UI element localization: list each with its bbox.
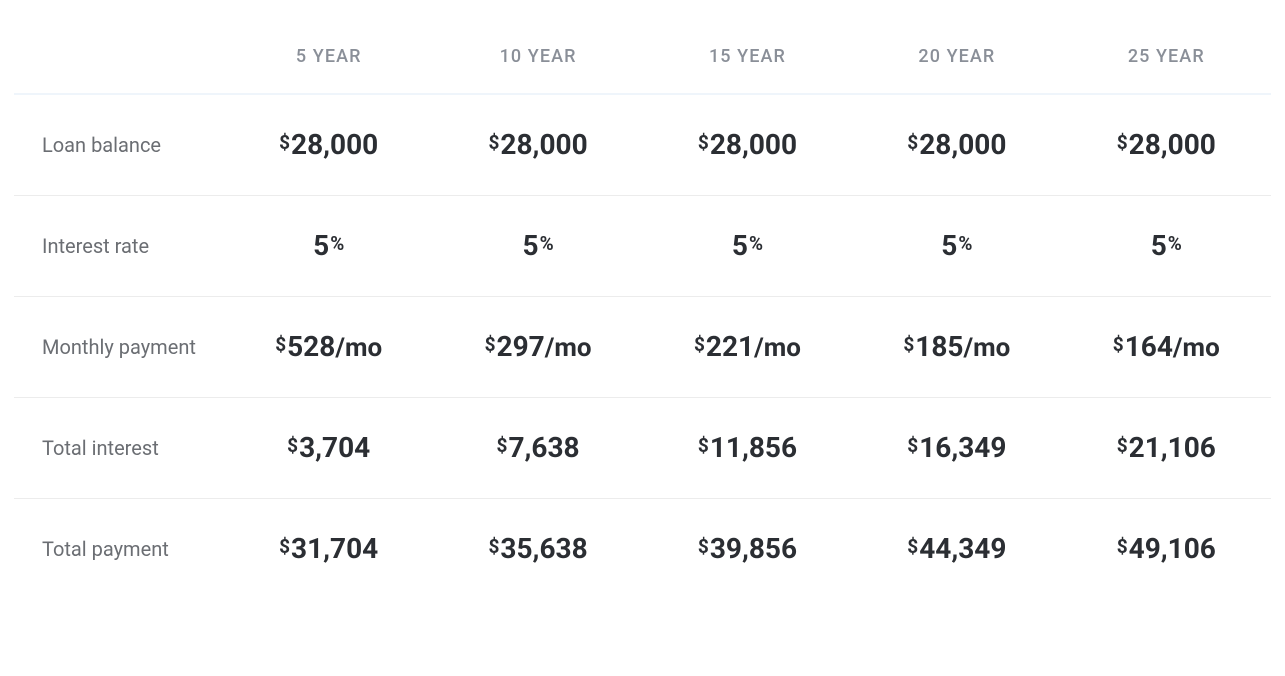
currency-symbol: $ (279, 537, 290, 556)
amount: 31,704 (291, 535, 378, 563)
row-label: Monthly payment (14, 297, 224, 398)
amount: 49,106 (1129, 535, 1216, 563)
per-month-suffix: /mo (754, 335, 801, 361)
table-head-blank (14, 20, 224, 94)
cell-value: $28,000 (643, 94, 852, 196)
cell-value: $16,349 (852, 398, 1061, 499)
percent-symbol: % (1168, 234, 1182, 253)
amount: 16,349 (919, 434, 1006, 462)
amount: 28,000 (500, 131, 587, 159)
per-month-suffix: /mo (335, 335, 382, 361)
currency-symbol: $ (489, 537, 500, 556)
currency-symbol: $ (485, 335, 496, 354)
amount: 28,000 (919, 131, 1006, 159)
cell-value: $164/mo (1062, 297, 1271, 398)
amount: 5 (941, 232, 957, 260)
currency-symbol: $ (489, 133, 500, 152)
row-label: Interest rate (14, 196, 224, 297)
currency-symbol: $ (1117, 133, 1128, 152)
cell-value: $221/mo (643, 297, 852, 398)
table-row-total-payment: Total payment $31,704 $35,638 $39,856 $4… (14, 499, 1271, 600)
row-label: Total payment (14, 499, 224, 600)
amount: 44,349 (919, 535, 1006, 563)
amount: 5 (313, 232, 329, 260)
amount: 35,638 (500, 535, 587, 563)
amount: 3,704 (299, 434, 370, 462)
table-row-interest-rate: Interest rate 5% 5% 5% 5% 5% (14, 196, 1271, 297)
currency-symbol: $ (907, 436, 918, 455)
cell-value: 5% (433, 196, 642, 297)
cell-value: 5% (643, 196, 852, 297)
amount: 11,856 (710, 434, 797, 462)
col-header: 20 YEAR (852, 20, 1061, 94)
cell-value: $28,000 (433, 94, 642, 196)
amount: 221 (706, 333, 754, 361)
row-label: Loan balance (14, 94, 224, 196)
table-row-monthly-payment: Monthly payment $528/mo $297/mo $221/mo … (14, 297, 1271, 398)
percent-symbol: % (958, 234, 972, 253)
currency-symbol: $ (275, 335, 286, 354)
col-header: 25 YEAR (1062, 20, 1271, 94)
cell-value: 5% (1062, 196, 1271, 297)
table-row-loan-balance: Loan balance $28,000 $28,000 $28,000 $28… (14, 94, 1271, 196)
currency-symbol: $ (698, 133, 709, 152)
cell-value: $49,106 (1062, 499, 1271, 600)
currency-symbol: $ (1117, 436, 1128, 455)
amount: 528 (287, 333, 335, 361)
col-header: 10 YEAR (433, 20, 642, 94)
cell-value: 5% (224, 196, 433, 297)
cell-value: $28,000 (224, 94, 433, 196)
cell-value: $35,638 (433, 499, 642, 600)
percent-symbol: % (330, 234, 344, 253)
currency-symbol: $ (287, 436, 298, 455)
loan-comparison-panel: 5 YEAR 10 YEAR 15 YEAR 20 YEAR 25 YEAR L… (0, 0, 1285, 629)
amount: 21,106 (1129, 434, 1216, 462)
table-head-row: 5 YEAR 10 YEAR 15 YEAR 20 YEAR 25 YEAR (14, 20, 1271, 94)
cell-value: $3,704 (224, 398, 433, 499)
amount: 5 (523, 232, 539, 260)
currency-symbol: $ (1117, 537, 1128, 556)
amount: 28,000 (710, 131, 797, 159)
per-month-suffix: /mo (963, 335, 1010, 361)
percent-symbol: % (749, 234, 763, 253)
currency-symbol: $ (497, 436, 508, 455)
col-header: 15 YEAR (643, 20, 852, 94)
currency-symbol: $ (698, 537, 709, 556)
table-row-total-interest: Total interest $3,704 $7,638 $11,856 $16… (14, 398, 1271, 499)
amount: 28,000 (1129, 131, 1216, 159)
amount: 7,638 (508, 434, 579, 462)
amount: 28,000 (291, 131, 378, 159)
cell-value: $185/mo (852, 297, 1061, 398)
per-month-suffix: /mo (1173, 335, 1220, 361)
currency-symbol: $ (698, 436, 709, 455)
cell-value: $31,704 (224, 499, 433, 600)
amount: 5 (732, 232, 748, 260)
cell-value: $39,856 (643, 499, 852, 600)
currency-symbol: $ (694, 335, 705, 354)
loan-comparison-table: 5 YEAR 10 YEAR 15 YEAR 20 YEAR 25 YEAR L… (14, 20, 1271, 599)
currency-symbol: $ (903, 335, 914, 354)
amount: 185 (915, 333, 963, 361)
cell-value: $28,000 (852, 94, 1061, 196)
cell-value: $11,856 (643, 398, 852, 499)
cell-value: 5% (852, 196, 1061, 297)
cell-value: $7,638 (433, 398, 642, 499)
row-label: Total interest (14, 398, 224, 499)
col-header: 5 YEAR (224, 20, 433, 94)
cell-value: $21,106 (1062, 398, 1271, 499)
percent-symbol: % (540, 234, 554, 253)
amount: 297 (497, 333, 545, 361)
amount: 5 (1151, 232, 1167, 260)
currency-symbol: $ (279, 133, 290, 152)
cell-value: $28,000 (1062, 94, 1271, 196)
currency-symbol: $ (907, 133, 918, 152)
cell-value: $44,349 (852, 499, 1061, 600)
currency-symbol: $ (907, 537, 918, 556)
cell-value: $528/mo (224, 297, 433, 398)
per-month-suffix: /mo (545, 335, 592, 361)
amount: 164 (1125, 333, 1173, 361)
cell-value: $297/mo (433, 297, 642, 398)
amount: 39,856 (710, 535, 797, 563)
currency-symbol: $ (1113, 335, 1124, 354)
